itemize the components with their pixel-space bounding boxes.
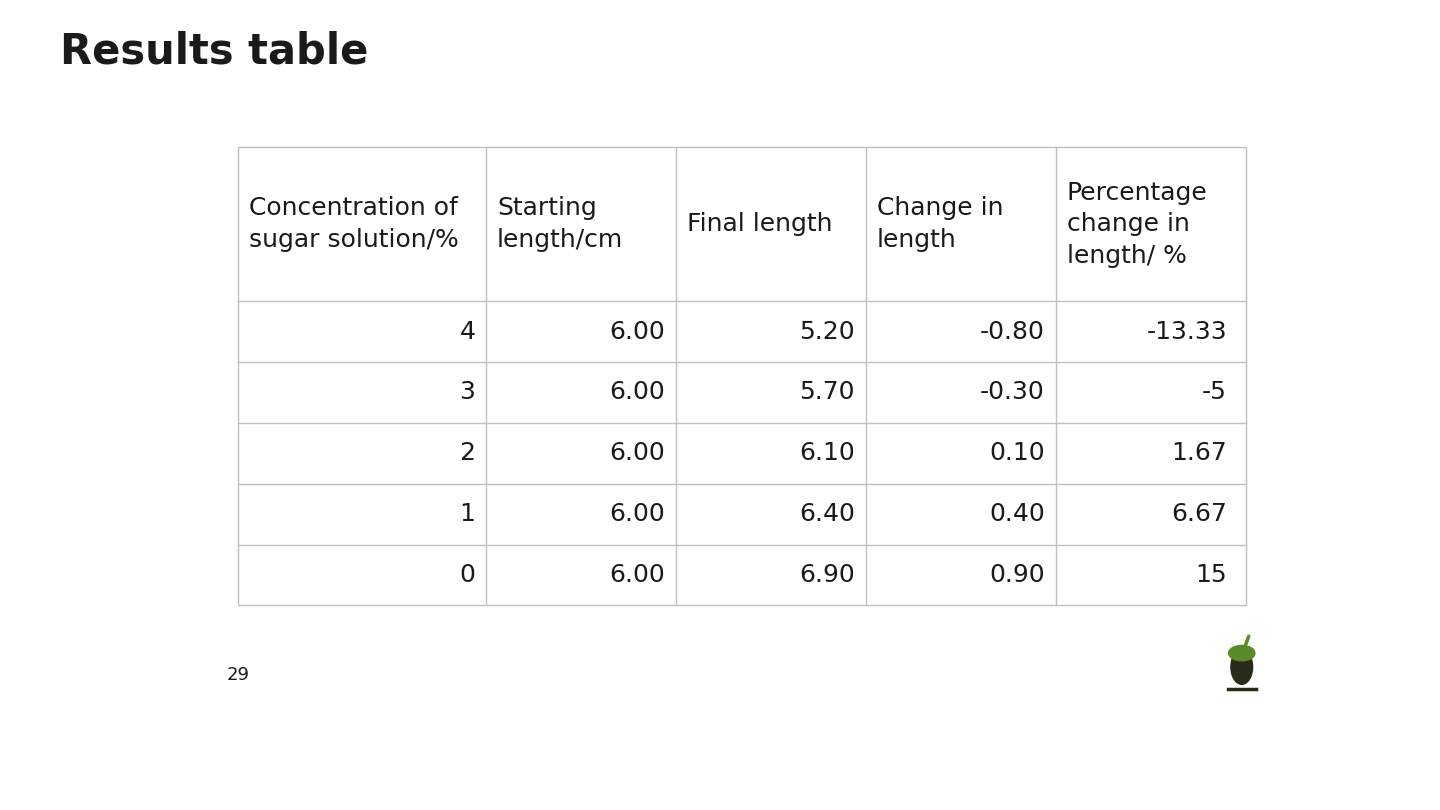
Text: -13.33: -13.33 xyxy=(1146,320,1227,343)
Text: 6.00: 6.00 xyxy=(609,563,665,587)
Text: 1: 1 xyxy=(459,502,475,526)
Text: 3: 3 xyxy=(459,381,475,404)
Text: 6.67: 6.67 xyxy=(1171,502,1227,526)
Ellipse shape xyxy=(1228,646,1254,661)
Text: Starting
length/cm: Starting length/cm xyxy=(497,197,624,252)
Text: 6.40: 6.40 xyxy=(799,502,855,526)
Text: 1.67: 1.67 xyxy=(1171,441,1227,465)
Text: Percentage
change in
length/ %: Percentage change in length/ % xyxy=(1067,181,1207,268)
Bar xyxy=(238,147,1246,605)
Ellipse shape xyxy=(1231,650,1253,684)
Text: 5.20: 5.20 xyxy=(799,320,855,343)
Text: -0.80: -0.80 xyxy=(981,320,1045,343)
Text: -0.30: -0.30 xyxy=(981,381,1045,404)
Text: 6.00: 6.00 xyxy=(609,441,665,465)
Text: 0.40: 0.40 xyxy=(989,502,1045,526)
Text: 0.90: 0.90 xyxy=(989,563,1045,587)
Text: Change in
length: Change in length xyxy=(877,197,1004,252)
Text: 0.10: 0.10 xyxy=(989,441,1045,465)
Text: -5: -5 xyxy=(1202,381,1227,404)
Text: 6.90: 6.90 xyxy=(799,563,855,587)
Text: 6.00: 6.00 xyxy=(609,320,665,343)
Text: 6.10: 6.10 xyxy=(799,441,855,465)
Text: 0: 0 xyxy=(459,563,475,587)
Text: Final length: Final length xyxy=(687,212,832,237)
Text: 15: 15 xyxy=(1195,563,1227,587)
Text: Results table: Results table xyxy=(60,30,369,72)
Text: 29: 29 xyxy=(226,666,249,684)
Text: 5.70: 5.70 xyxy=(799,381,855,404)
Text: 6.00: 6.00 xyxy=(609,381,665,404)
Text: 2: 2 xyxy=(459,441,475,465)
Text: 6.00: 6.00 xyxy=(609,502,665,526)
Text: Concentration of
sugar solution/%: Concentration of sugar solution/% xyxy=(249,197,459,252)
Text: 4: 4 xyxy=(459,320,475,343)
